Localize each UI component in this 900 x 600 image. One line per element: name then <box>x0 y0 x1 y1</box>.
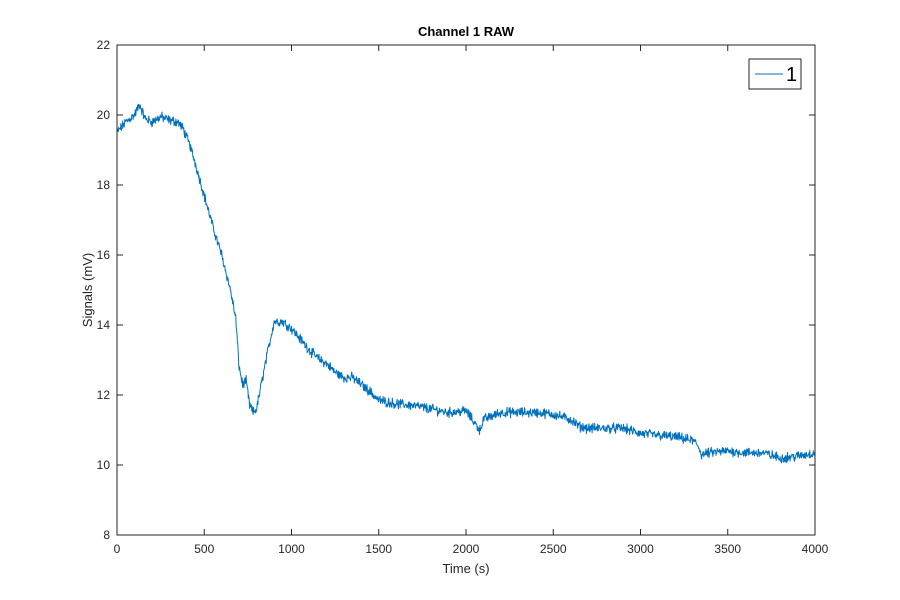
y-tick-label: 8 <box>103 528 110 542</box>
x-tick-label: 1500 <box>365 542 392 556</box>
y-tick-label: 12 <box>97 388 111 402</box>
x-axis-label: Time (s) <box>442 561 489 576</box>
ticks-layer: 0 500 1000 1500 2000 2500 3000 3500 4000 8 10 12 14 1… <box>97 38 829 556</box>
y-tick-label: 20 <box>97 108 111 122</box>
legend: 1 <box>748 58 802 90</box>
y-tick-label: 14 <box>97 318 111 332</box>
y-tick-label: 18 <box>97 178 111 192</box>
x-tick-label: 2500 <box>540 542 567 556</box>
y-axis-label: Signals (mV) <box>80 253 95 327</box>
x-tick-label: 0 <box>114 542 121 556</box>
x-tick-label: 4000 <box>802 542 829 556</box>
series-layer <box>116 103 816 464</box>
series-line-1 <box>116 103 816 464</box>
x-tick-label: 3000 <box>627 542 654 556</box>
x-tick-label: 1000 <box>278 542 305 556</box>
y-tick-label: 10 <box>97 458 111 472</box>
x-tick-label: 2000 <box>453 542 480 556</box>
y-tick-label: 16 <box>97 248 111 262</box>
x-tick-label: 500 <box>194 542 214 556</box>
chart-title: Channel 1 RAW <box>418 24 515 39</box>
legend-label: 1 <box>786 64 797 86</box>
y-tick-label: 22 <box>97 38 111 52</box>
x-tick-label: 3500 <box>714 542 741 556</box>
plot-area <box>117 45 815 535</box>
